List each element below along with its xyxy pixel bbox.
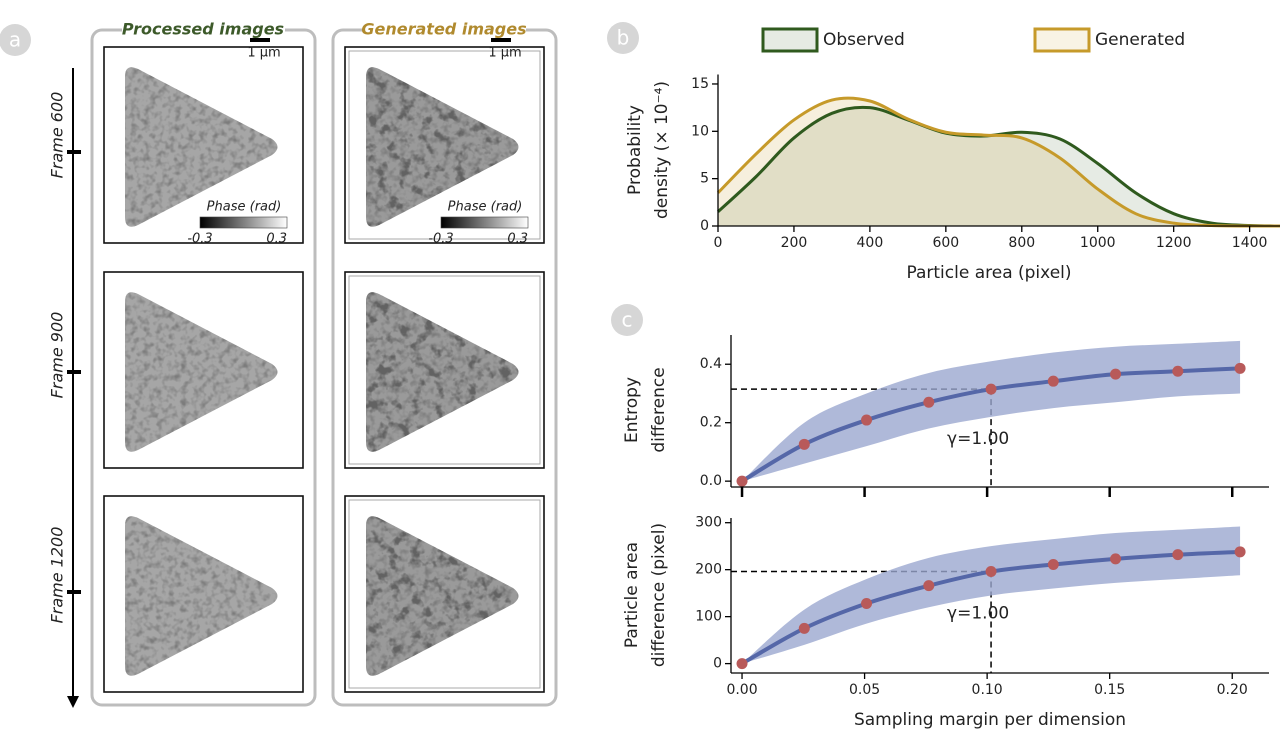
y-tick-label: 0 bbox=[700, 218, 709, 234]
x-tick-label: 0.00 bbox=[726, 682, 757, 698]
frame-label: Frame 900 bbox=[48, 312, 67, 399]
y-tick-label: 0.0 bbox=[700, 473, 722, 489]
column-title: Processed images bbox=[122, 20, 284, 39]
x-tick-label: 0.20 bbox=[1217, 682, 1248, 698]
frame-label: Frame 600 bbox=[48, 92, 67, 179]
data-point bbox=[985, 383, 997, 395]
data-point bbox=[1234, 362, 1246, 374]
colorbar bbox=[440, 216, 529, 229]
data-point bbox=[861, 597, 873, 609]
annotation: γ=1.00 bbox=[947, 429, 1009, 449]
y-tick-label: 100 bbox=[695, 609, 722, 625]
colorbar-title: Phase (rad) bbox=[207, 200, 282, 215]
title-backdrop bbox=[363, 20, 526, 40]
panel-letter: c bbox=[622, 308, 633, 332]
scale-bar-label: 1 µm bbox=[488, 46, 521, 61]
panel-badge bbox=[607, 22, 639, 54]
data-point bbox=[736, 658, 748, 670]
panel-badge bbox=[611, 304, 643, 336]
colorbar-max: 0.3 bbox=[266, 232, 287, 247]
image-inner-frame bbox=[348, 275, 541, 465]
y-axis-label: Entropy bbox=[622, 377, 642, 443]
image-inner-frame bbox=[348, 499, 541, 689]
legend-swatch bbox=[761, 27, 819, 53]
colorbar-title: Phase (rad) bbox=[448, 200, 523, 215]
data-point bbox=[1047, 375, 1059, 387]
y-tick-label: 15 bbox=[691, 76, 709, 92]
data-point bbox=[798, 622, 810, 634]
image-inner-frame bbox=[348, 50, 541, 240]
y-tick-label: 0.2 bbox=[700, 415, 722, 431]
data-point bbox=[985, 566, 997, 578]
legend-label: Generated bbox=[1095, 30, 1185, 50]
x-tick-label: 400 bbox=[857, 235, 884, 251]
y-tick-label: 10 bbox=[691, 123, 709, 139]
data-point bbox=[1047, 559, 1059, 570]
x-tick-label: 1400 bbox=[1232, 235, 1268, 251]
y-axis-label: density (× 10⁻⁴) bbox=[652, 81, 672, 219]
particle-texture bbox=[125, 67, 278, 227]
data-point bbox=[1110, 368, 1122, 380]
time-arrowhead bbox=[67, 696, 79, 708]
data-point bbox=[861, 414, 873, 426]
y-tick-label: 300 bbox=[695, 515, 722, 531]
particle-texture bbox=[125, 292, 278, 452]
y-axis-label: difference (pixel) bbox=[649, 523, 669, 667]
panel-badge bbox=[0, 24, 31, 56]
legend-label: Observed bbox=[823, 30, 905, 50]
particle-texture bbox=[125, 516, 278, 676]
x-tick-label: 600 bbox=[932, 235, 959, 251]
data-point bbox=[736, 475, 748, 487]
y-tick-label: 0 bbox=[713, 656, 722, 672]
x-tick-label: 0.10 bbox=[972, 682, 1003, 698]
x-tick-label: 800 bbox=[1008, 235, 1035, 251]
y-axis-label: difference bbox=[649, 367, 669, 452]
density-line bbox=[716, 96, 1280, 228]
y-tick-label: 5 bbox=[700, 171, 709, 187]
particle-defects bbox=[366, 292, 519, 452]
annotation: γ=1.00 bbox=[947, 604, 1009, 624]
density-line bbox=[716, 105, 1280, 228]
particle-defects bbox=[366, 516, 519, 676]
x-tick-label: 200 bbox=[781, 235, 808, 251]
x-tick-label: 1000 bbox=[1080, 235, 1116, 251]
y-tick-label: 0.4 bbox=[700, 356, 722, 372]
x-axis-label: Sampling margin per dimension bbox=[854, 710, 1126, 730]
data-point bbox=[1172, 549, 1184, 561]
colorbar bbox=[199, 216, 288, 229]
legend-swatch bbox=[1033, 27, 1091, 53]
x-tick-label: 0.15 bbox=[1094, 682, 1125, 698]
particle-defects bbox=[366, 67, 519, 227]
x-tick-label: 0 bbox=[714, 235, 723, 251]
colorbar-max: 0.3 bbox=[507, 232, 528, 247]
x-tick-label: 0.05 bbox=[849, 682, 880, 698]
frame-label: Frame 1200 bbox=[48, 527, 67, 624]
data-point bbox=[1110, 553, 1122, 565]
data-point bbox=[1172, 365, 1184, 377]
data-point bbox=[923, 580, 935, 592]
density-area bbox=[718, 98, 1280, 227]
title-backdrop bbox=[122, 20, 285, 40]
y-axis-label: Probability bbox=[625, 105, 645, 195]
colorbar-min: -0.3 bbox=[428, 232, 453, 247]
data-point bbox=[798, 438, 810, 450]
x-tick-label: 1200 bbox=[1156, 235, 1192, 251]
panel-letter: b bbox=[617, 26, 630, 50]
scale-bar-label: 1 µm bbox=[247, 46, 280, 61]
x-axis-label: Particle area (pixel) bbox=[906, 263, 1071, 283]
data-point bbox=[923, 396, 935, 408]
y-tick-label: 200 bbox=[695, 562, 722, 578]
y-axis-label: Particle area bbox=[622, 542, 642, 648]
column-title: Generated images bbox=[361, 20, 526, 39]
panel-letter: a bbox=[9, 28, 21, 52]
data-point bbox=[1234, 546, 1246, 558]
colorbar-min: -0.3 bbox=[187, 232, 212, 247]
